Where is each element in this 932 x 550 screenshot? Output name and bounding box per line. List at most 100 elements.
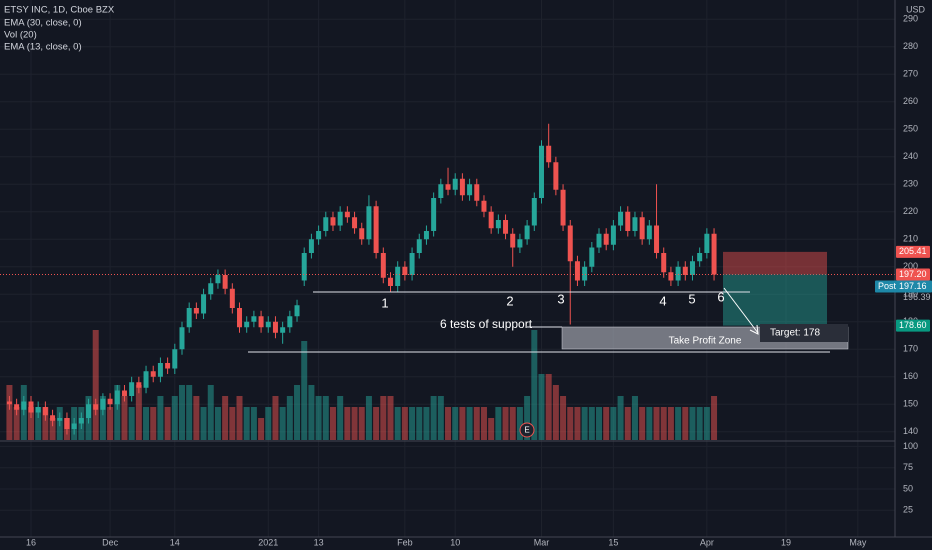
risk-zone <box>723 251 827 275</box>
volume-bar <box>207 385 214 440</box>
candle-body <box>244 321 250 328</box>
volume-bar <box>430 396 437 440</box>
volume-bar <box>423 407 430 440</box>
volume-bar <box>667 407 674 440</box>
x-tick-label: 19 <box>781 537 791 547</box>
y2-tick-label: 100 <box>903 441 918 451</box>
volume-bar <box>675 407 682 440</box>
candle-body <box>546 145 552 163</box>
volume-bar <box>631 396 638 440</box>
volume-bar <box>265 407 272 440</box>
volume-bar <box>495 407 502 440</box>
y-tick-label: 190 <box>903 289 918 299</box>
volume-bar <box>480 407 487 440</box>
candle-body <box>452 178 458 190</box>
volume-bar <box>617 396 624 440</box>
volume-bar <box>603 407 610 440</box>
candle-body <box>272 321 278 333</box>
volume-bar <box>502 407 509 440</box>
candle-body <box>193 308 199 314</box>
candle-body <box>14 404 20 410</box>
arrow-head <box>749 324 759 335</box>
candle-body <box>179 327 185 350</box>
volume-bar <box>13 407 20 440</box>
candle-body <box>294 305 300 317</box>
candle-body <box>618 211 624 226</box>
volume-bar <box>358 407 365 440</box>
candle-body <box>538 145 544 198</box>
volume-bar <box>200 407 207 440</box>
candle-body <box>675 266 681 281</box>
candle-body <box>467 184 473 196</box>
candle-body <box>71 423 77 429</box>
candle-body <box>215 275 221 284</box>
volume-bar <box>459 407 466 440</box>
candle-body <box>654 225 660 253</box>
y-tick-label: 290 <box>903 14 918 24</box>
support-note: 6 tests of support <box>440 317 533 331</box>
y-tick-label: 140 <box>903 426 918 436</box>
y2-tick-label: 50 <box>903 483 913 493</box>
candle-body <box>639 217 645 240</box>
arrow <box>723 287 759 334</box>
price-box <box>896 319 930 332</box>
candle-body <box>229 288 235 308</box>
volume-bar <box>380 396 387 440</box>
candle-body <box>431 198 437 231</box>
candle-body <box>596 233 602 248</box>
volume-bar <box>143 407 150 440</box>
volume-bar <box>99 396 106 440</box>
candle-body <box>517 239 523 248</box>
volume-bar <box>150 407 157 440</box>
candle-body <box>388 277 393 286</box>
target-label: Target: 178 <box>770 328 820 339</box>
stop-label: 205.41 <box>899 246 927 256</box>
y-tick-label: 230 <box>903 179 918 189</box>
candle-body <box>258 316 264 328</box>
candle-body <box>582 266 588 281</box>
candle-body <box>481 200 487 212</box>
volume-bar <box>322 396 329 440</box>
volume-bar <box>660 407 667 440</box>
volume-bar <box>351 407 358 440</box>
volume-bar <box>703 407 710 440</box>
volume-bar <box>294 385 301 440</box>
indicator: EMA (13, close, 0) <box>4 42 82 53</box>
x-tick-label: 16 <box>26 537 36 547</box>
x-tick-label: Feb <box>397 537 413 547</box>
price-box <box>896 268 930 281</box>
candle-body <box>50 415 56 421</box>
candle-body <box>143 371 149 388</box>
y-tick-label: 210 <box>903 234 918 244</box>
candle-body <box>352 217 358 229</box>
volume-bar <box>286 396 293 440</box>
candle-body <box>531 198 537 226</box>
volume-bar <box>516 407 523 440</box>
volume-bar <box>114 385 121 440</box>
candle-body <box>359 228 365 240</box>
y-tick-label: 260 <box>903 96 918 106</box>
candle-body <box>237 308 243 328</box>
volume-bar <box>596 407 603 440</box>
candle-body <box>172 349 178 369</box>
post-label: Post <box>878 281 897 291</box>
candle-body <box>610 225 616 245</box>
candle-body <box>107 398 113 405</box>
candle-body <box>632 217 638 231</box>
volume-bar <box>107 407 114 440</box>
y-tick-label: 220 <box>903 206 918 216</box>
candle-body <box>524 225 530 240</box>
volume-bar <box>35 407 42 440</box>
volume-bar <box>308 385 315 440</box>
candle-body <box>35 407 41 413</box>
volume-bar <box>329 407 336 440</box>
indicator: EMA (30, close, 0) <box>4 18 82 29</box>
candle-body <box>668 272 674 281</box>
volume-bar <box>466 407 473 440</box>
y-tick-label: 200 <box>903 261 918 271</box>
earnings-label: E <box>524 426 529 435</box>
volume-bar <box>373 407 380 440</box>
volume-bar <box>171 396 178 440</box>
candle-body <box>100 398 106 410</box>
